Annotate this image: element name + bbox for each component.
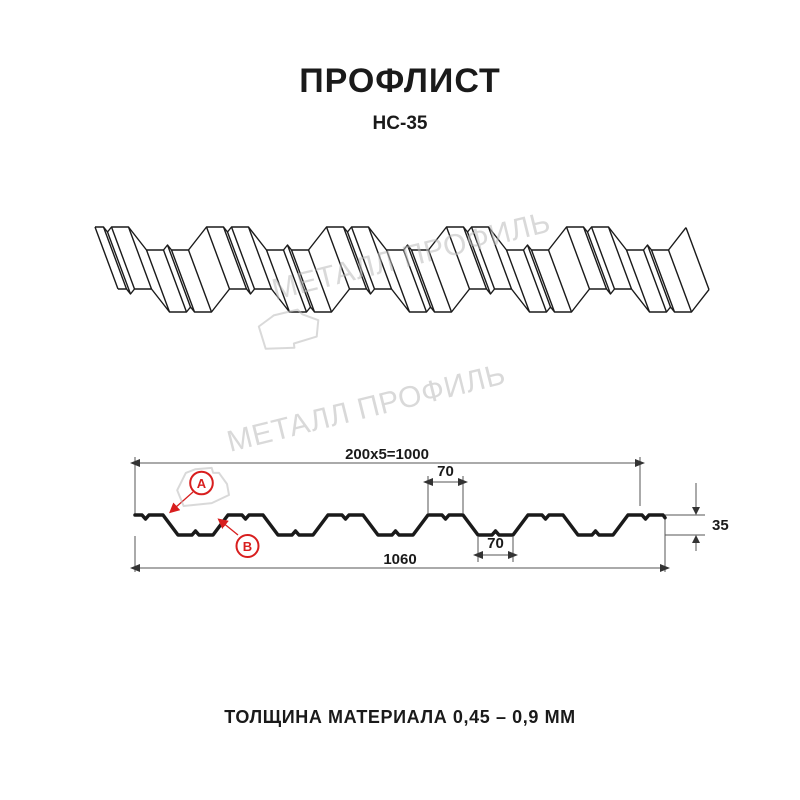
svg-text:1060: 1060 (383, 551, 416, 568)
svg-text:70: 70 (437, 463, 454, 480)
svg-text:35: 35 (712, 517, 729, 534)
svg-text:МЕТАЛЛ ПРОФИЛЬ: МЕТАЛЛ ПРОФИЛЬ (224, 358, 509, 459)
svg-text:B: B (243, 539, 252, 554)
svg-text:70: 70 (487, 535, 504, 552)
svg-text:A: A (197, 476, 207, 491)
svg-text:200x5=1000: 200x5=1000 (345, 446, 429, 463)
